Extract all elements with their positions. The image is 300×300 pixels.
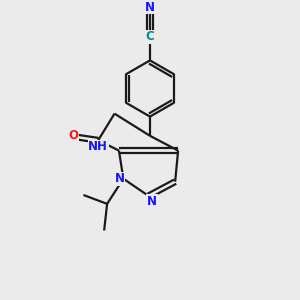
- Text: N: N: [145, 1, 155, 13]
- Text: N: N: [147, 195, 157, 208]
- Text: O: O: [68, 129, 78, 142]
- Text: N: N: [115, 172, 125, 185]
- Text: C: C: [146, 30, 154, 43]
- Text: NH: NH: [88, 140, 108, 153]
